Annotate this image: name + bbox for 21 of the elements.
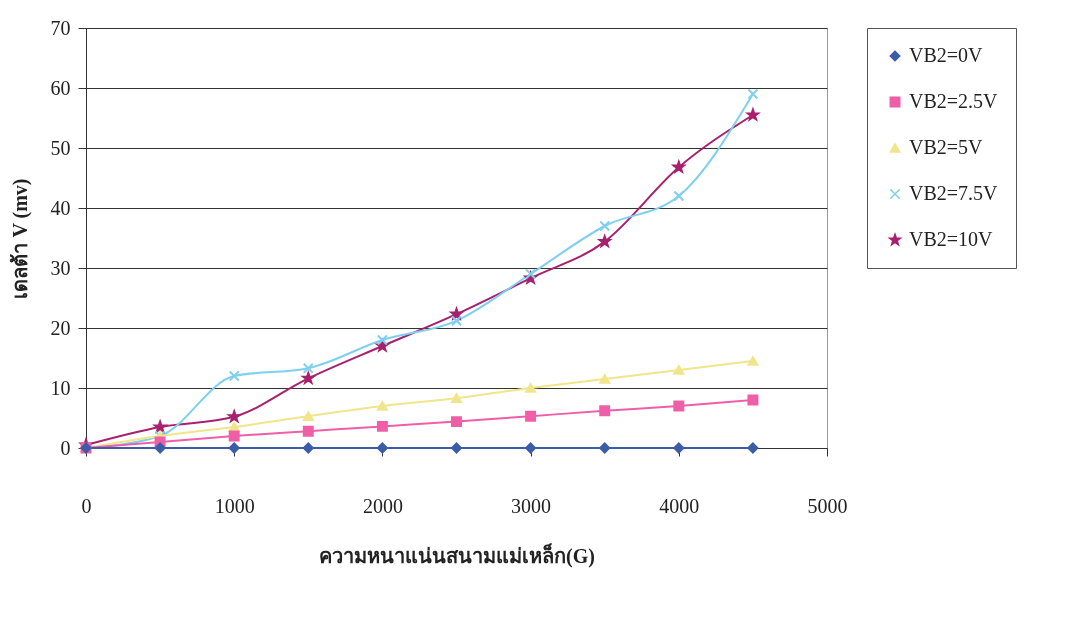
legend-label: VB2=0V <box>909 44 984 66</box>
y-axis-title: เดลต้า V (mv) <box>8 178 32 299</box>
x-tick-label: 4000 <box>659 494 700 517</box>
legend-label: VB2=10V <box>909 228 994 250</box>
x-tick-label: 2000 <box>362 494 403 517</box>
y-tick-label: 40 <box>50 196 71 219</box>
x-tick-label: 0 <box>81 494 92 517</box>
y-tick-label: 70 <box>50 16 71 39</box>
y-tick-label: 50 <box>50 136 71 159</box>
x-tick-label: 1000 <box>214 494 255 517</box>
y-tick-label: 60 <box>50 76 71 99</box>
y-tick-label: 0 <box>60 436 71 459</box>
y-tick-label: 20 <box>50 316 71 339</box>
legend-label: VB2=7.5V <box>909 182 999 204</box>
x-axis-title: ความหนาแน่นสนามแม่เหล็ก(G) <box>319 542 595 568</box>
y-tick-label: 30 <box>50 256 71 279</box>
legend-label: VB2=2.5V <box>909 90 999 112</box>
x-tick-label: 3000 <box>511 494 552 517</box>
legend-label: VB2=5V <box>909 136 984 158</box>
x-tick-label: 5000 <box>807 494 848 517</box>
y-tick-label: 10 <box>50 376 71 399</box>
